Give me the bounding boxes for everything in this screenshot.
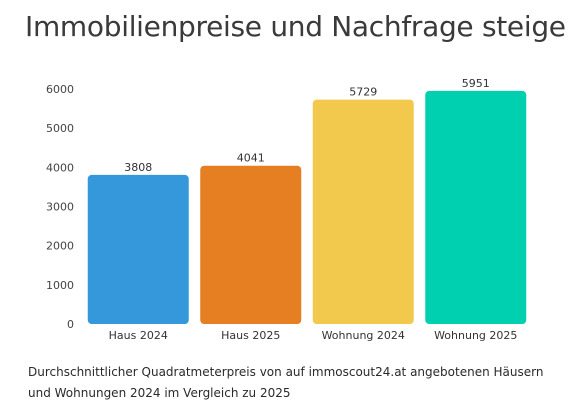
bar: [87, 174, 189, 324]
x-axis: Haus 2024 Haus 2025 Wohnung 2024 Wohnung 20…: [109, 329, 518, 342]
bar: [425, 90, 527, 325]
bar-value-label: 3808: [124, 161, 152, 174]
y-tick-label: 2000: [46, 240, 74, 253]
x-tick-label: Haus 2025: [221, 329, 280, 342]
y-axis: 0 1000 2000 3000 4000 5000 6000: [46, 83, 74, 331]
chart-title: Immobilienpreise und Nachfrage steigen: [25, 10, 568, 43]
x-tick-label: Wohnung 2025: [434, 329, 517, 342]
bar-value-label: 5951: [462, 77, 490, 90]
bar: [200, 165, 302, 324]
bar-value-label: 4041: [237, 152, 265, 165]
y-tick-label: 4000: [46, 161, 74, 174]
bars: 3808 4041 5729 5951: [87, 77, 527, 325]
x-tick-label: Wohnung 2024: [322, 329, 405, 342]
y-tick-label: 0: [67, 318, 74, 331]
bar: [312, 99, 414, 324]
chart-caption: Durchschnittlicher Quadratmeterpreis von…: [28, 365, 544, 400]
bar-chart: 0 1000 2000 3000 4000 5000 6000 3808 4041 5729 59…: [46, 77, 527, 342]
y-tick-label: 1000: [46, 279, 74, 292]
y-tick-label: 6000: [46, 83, 74, 96]
bar-value-label: 5729: [349, 86, 377, 99]
y-tick-label: 3000: [46, 201, 74, 214]
x-tick-label: Haus 2024: [109, 329, 168, 342]
y-tick-label: 5000: [46, 122, 74, 135]
